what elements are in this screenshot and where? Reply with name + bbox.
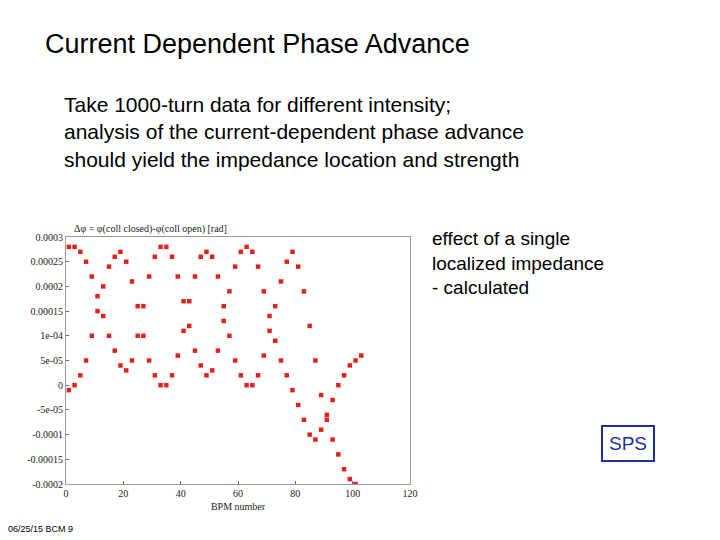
svg-text:-0.00015: -0.00015 bbox=[27, 454, 63, 465]
svg-text:-5e-05: -5e-05 bbox=[37, 404, 63, 415]
svg-text:Take 1000-turn data for differ: Take 1000-turn data for different intens… bbox=[64, 93, 524, 171]
svg-text:20: 20 bbox=[118, 488, 128, 499]
svg-text:80: 80 bbox=[290, 488, 300, 499]
svg-text:-0.0001: -0.0001 bbox=[32, 429, 63, 440]
svg-text:100: 100 bbox=[345, 488, 360, 499]
svg-text:-0.0002: -0.0002 bbox=[32, 479, 63, 490]
svg-text:06/25/15 BCM 9: 06/25/15 BCM 9 bbox=[8, 524, 73, 534]
svg-text:0.0002: 0.0002 bbox=[36, 281, 64, 292]
svg-text:Current Dependent Phase Advanc: Current Dependent Phase Advance bbox=[45, 29, 470, 59]
svg-text:Δφ = φ(coll closed)-φ(coll ope: Δφ = φ(coll closed)-φ(coll open) [rad] bbox=[74, 223, 227, 235]
svg-text:0.0003: 0.0003 bbox=[36, 232, 64, 243]
svg-text:5e-05: 5e-05 bbox=[40, 355, 63, 366]
svg-text:BPM number: BPM number bbox=[211, 501, 266, 512]
svg-text:0: 0 bbox=[58, 380, 63, 391]
svg-text:120: 120 bbox=[403, 488, 418, 499]
svg-text:40: 40 bbox=[176, 488, 186, 499]
svg-text:1e-04: 1e-04 bbox=[40, 330, 63, 341]
svg-text:0.00025: 0.00025 bbox=[31, 256, 64, 267]
svg-text:SPS: SPS bbox=[609, 433, 647, 454]
svg-text:0.00015: 0.00015 bbox=[31, 306, 64, 317]
svg-text:60: 60 bbox=[233, 488, 243, 499]
svg-text:0: 0 bbox=[64, 488, 69, 499]
svg-text:effect of a singlelocalized im: effect of a singlelocalized impedance- c… bbox=[432, 228, 604, 298]
